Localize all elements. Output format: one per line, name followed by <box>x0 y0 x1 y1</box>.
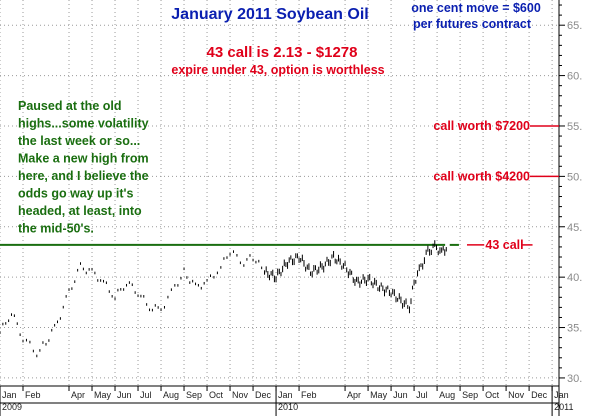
x-tick-label: Aug <box>439 390 455 400</box>
annotations: call worth $7200 call worth $4200 43 call <box>433 119 559 252</box>
headline: 43 call is 2.13 - $1278 <box>207 44 358 61</box>
y-tick-label: 40. <box>567 272 582 284</box>
price-series <box>264 240 447 314</box>
y-tick-label: 45. <box>567 222 582 234</box>
comment-line: Paused at the old <box>18 99 122 113</box>
annotation-call-7200: call worth $7200 <box>433 119 530 133</box>
x-tick-label: Jul <box>416 390 428 400</box>
annotation-call-4200: call worth $4200 <box>433 169 530 183</box>
x-tick-label: Apr <box>347 390 361 400</box>
x-tick-label: Oct <box>485 390 500 400</box>
x-tick-label: Jan <box>554 390 569 400</box>
plot-area <box>0 240 459 358</box>
chart-title: January 2011 Soybean Oil <box>171 6 368 23</box>
x-tick-label: Dec <box>255 390 272 400</box>
y-tick-label: 60. <box>567 71 582 83</box>
subheadline: expire under 43, option is worthless <box>171 63 384 77</box>
x-tick-label: Jun <box>117 390 132 400</box>
grid <box>0 0 559 386</box>
comment-line: the last week or so... <box>18 134 140 148</box>
year-label: 2011 <box>554 402 573 412</box>
x-tick-label: Feb <box>301 390 317 400</box>
x-tick-label: Jul <box>140 390 152 400</box>
x-tick-label: Nov <box>508 390 525 400</box>
subtitle-line-1: one cent move = $600 <box>411 1 541 15</box>
comment-line: here, and I believe the <box>18 169 149 183</box>
x-tick-label: Jan <box>2 390 17 400</box>
comment-block: Paused at the old highs...some volatility… <box>18 99 149 236</box>
x-tick-label: May <box>94 390 112 400</box>
y-tick-label: 55. <box>567 121 582 133</box>
comment-line: the mid-50's. <box>18 222 94 236</box>
x-tick-label: Jan <box>278 390 293 400</box>
x-tick-label: Apr <box>71 390 85 400</box>
y-tick-label: 65. <box>567 20 582 32</box>
annotation-43-call: 43 call <box>485 238 523 252</box>
x-tick-label: Dec <box>531 390 548 400</box>
x-tick-label: Sep <box>186 390 202 400</box>
x-tick-label: Feb <box>25 390 41 400</box>
year-label: 2010 <box>278 402 298 412</box>
x-tick-label: Jun <box>393 390 408 400</box>
y-tick-label: 35. <box>567 323 582 335</box>
x-tick-label: Sep <box>462 390 478 400</box>
comment-line: headed, at least, into <box>18 204 142 218</box>
subtitle-line-2: per futures contract <box>413 17 532 31</box>
comment-line: Make a new high from <box>18 152 149 166</box>
y-tick-label: 30. <box>567 373 582 385</box>
comment-line: odds go way up it's <box>18 187 134 201</box>
y-tick-label: 50. <box>567 171 582 183</box>
x-tick-label: Oct <box>209 390 224 400</box>
x-tick-label: Aug <box>163 390 179 400</box>
x-tick-label: May <box>370 390 388 400</box>
year-label: 2009 <box>2 402 22 412</box>
x-tick-label: Nov <box>232 390 249 400</box>
comment-line: highs...some volatility <box>18 117 149 131</box>
price-series <box>0 250 266 358</box>
